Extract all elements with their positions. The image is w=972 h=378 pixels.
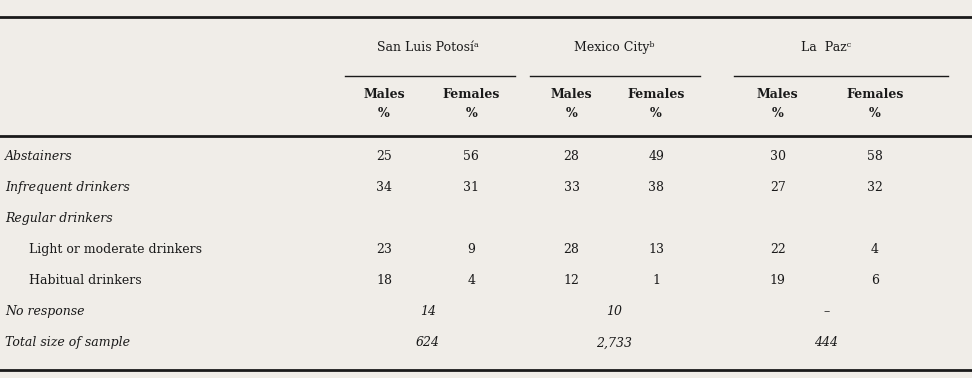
Text: %: % <box>466 107 477 120</box>
Text: 38: 38 <box>648 181 664 194</box>
Text: –: – <box>823 305 829 318</box>
Text: %: % <box>650 107 662 120</box>
Text: 58: 58 <box>867 150 883 163</box>
Text: Abstainers: Abstainers <box>5 150 73 163</box>
Text: Males: Males <box>551 88 592 101</box>
Text: 49: 49 <box>648 150 664 163</box>
Text: 31: 31 <box>464 181 479 194</box>
Text: 23: 23 <box>376 243 392 256</box>
Text: Regular drinkers: Regular drinkers <box>5 212 113 225</box>
Text: 28: 28 <box>564 150 579 163</box>
Text: 9: 9 <box>468 243 475 256</box>
Text: 13: 13 <box>648 243 664 256</box>
Text: 12: 12 <box>564 274 579 287</box>
Text: Total size of sample: Total size of sample <box>5 336 130 349</box>
Text: 14: 14 <box>420 305 435 318</box>
Text: 34: 34 <box>376 181 392 194</box>
Text: 4: 4 <box>468 274 475 287</box>
Text: Females: Females <box>442 88 501 101</box>
Text: 30: 30 <box>770 150 785 163</box>
Text: 18: 18 <box>376 274 392 287</box>
Text: 28: 28 <box>564 243 579 256</box>
Text: 2,733: 2,733 <box>596 336 633 349</box>
Text: 19: 19 <box>770 274 785 287</box>
Text: 444: 444 <box>815 336 838 349</box>
Text: 32: 32 <box>867 181 883 194</box>
Text: Mexico Cityᵇ: Mexico Cityᵇ <box>574 41 654 54</box>
Text: 10: 10 <box>607 305 622 318</box>
Text: %: % <box>566 107 577 120</box>
Text: 1: 1 <box>652 274 660 287</box>
Text: San Luis Potosíᵃ: San Luis Potosíᵃ <box>377 41 478 54</box>
Text: Females: Females <box>846 88 904 101</box>
Text: Light or moderate drinkers: Light or moderate drinkers <box>29 243 202 256</box>
Text: Males: Males <box>757 88 798 101</box>
Text: Habitual drinkers: Habitual drinkers <box>29 274 142 287</box>
Text: %: % <box>378 107 390 120</box>
Text: 4: 4 <box>871 243 879 256</box>
Text: La  Pazᶜ: La Pazᶜ <box>801 41 851 54</box>
Text: No response: No response <box>5 305 85 318</box>
Text: 22: 22 <box>770 243 785 256</box>
Text: %: % <box>772 107 783 120</box>
Text: 27: 27 <box>770 181 785 194</box>
Text: %: % <box>869 107 881 120</box>
Text: 25: 25 <box>376 150 392 163</box>
Text: 624: 624 <box>416 336 439 349</box>
Text: Females: Females <box>627 88 685 101</box>
Text: 56: 56 <box>464 150 479 163</box>
Text: Infrequent drinkers: Infrequent drinkers <box>5 181 129 194</box>
Text: 33: 33 <box>564 181 579 194</box>
Text: 6: 6 <box>871 274 879 287</box>
Text: Males: Males <box>364 88 404 101</box>
